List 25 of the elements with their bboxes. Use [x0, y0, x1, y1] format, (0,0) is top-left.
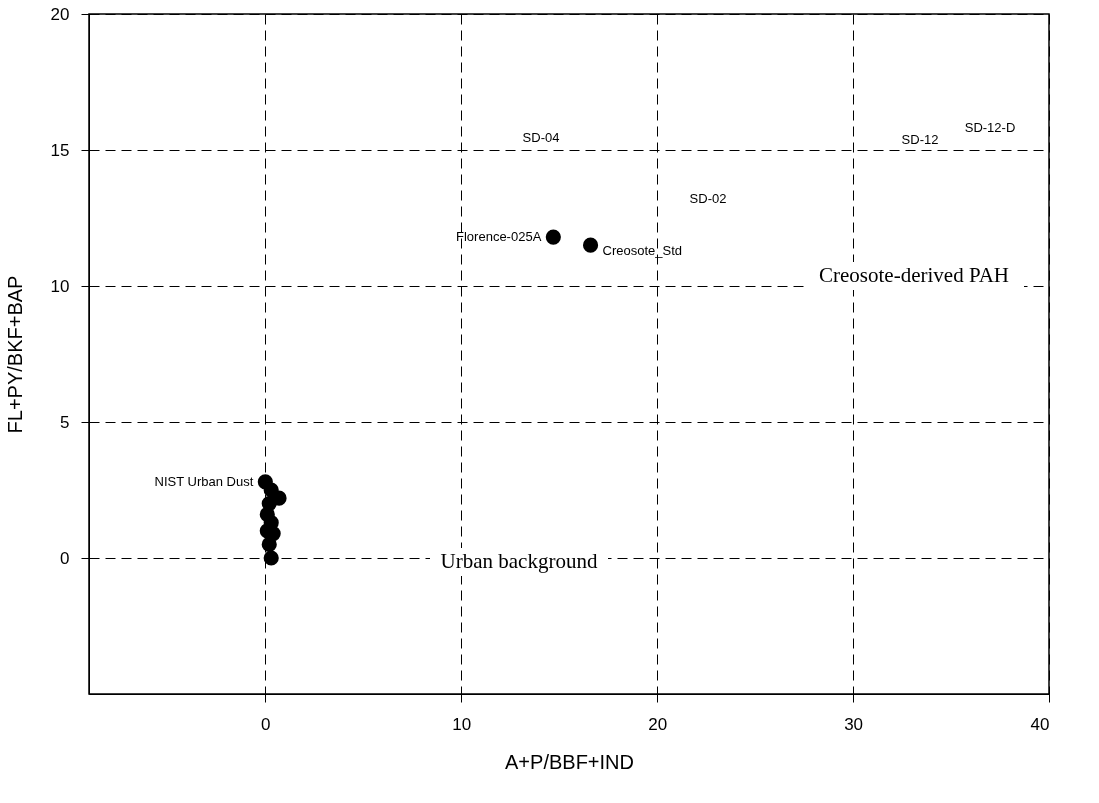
annotation: SD-12-D — [964, 120, 1016, 135]
annotation: SD-04 — [522, 130, 560, 145]
x-tick-label: 0 — [261, 714, 271, 734]
y-tick-label: 5 — [60, 412, 70, 432]
series-label: Florence-025A — [456, 229, 542, 245]
point — [545, 229, 561, 245]
y-tick-label: 10 — [50, 276, 70, 296]
x-axis-title: A+P/BBF+IND — [505, 750, 634, 773]
annotation: SD-02 — [689, 191, 727, 206]
y-tick-label: 0 — [60, 548, 70, 568]
x-tick-label: 40 — [1030, 714, 1050, 734]
annotation: SD-12 — [901, 132, 939, 147]
x-tick-label: 30 — [844, 714, 864, 734]
point — [263, 550, 279, 566]
y-tick-label: 15 — [50, 140, 70, 160]
x-tick-label: 10 — [452, 714, 472, 734]
x-tick-label: 20 — [648, 714, 668, 734]
point — [261, 536, 277, 552]
point — [582, 237, 599, 253]
series-label: NIST Urban Dust — [154, 473, 254, 489]
annotation: Creosote-derived PAH — [819, 263, 1009, 287]
y-axis-title: FL+PY/BKF+BAP — [3, 275, 26, 434]
series-label: Creosote_Std — [602, 243, 683, 259]
y-tick-label: 20 — [50, 4, 70, 24]
annotation: Urban background — [440, 549, 598, 573]
